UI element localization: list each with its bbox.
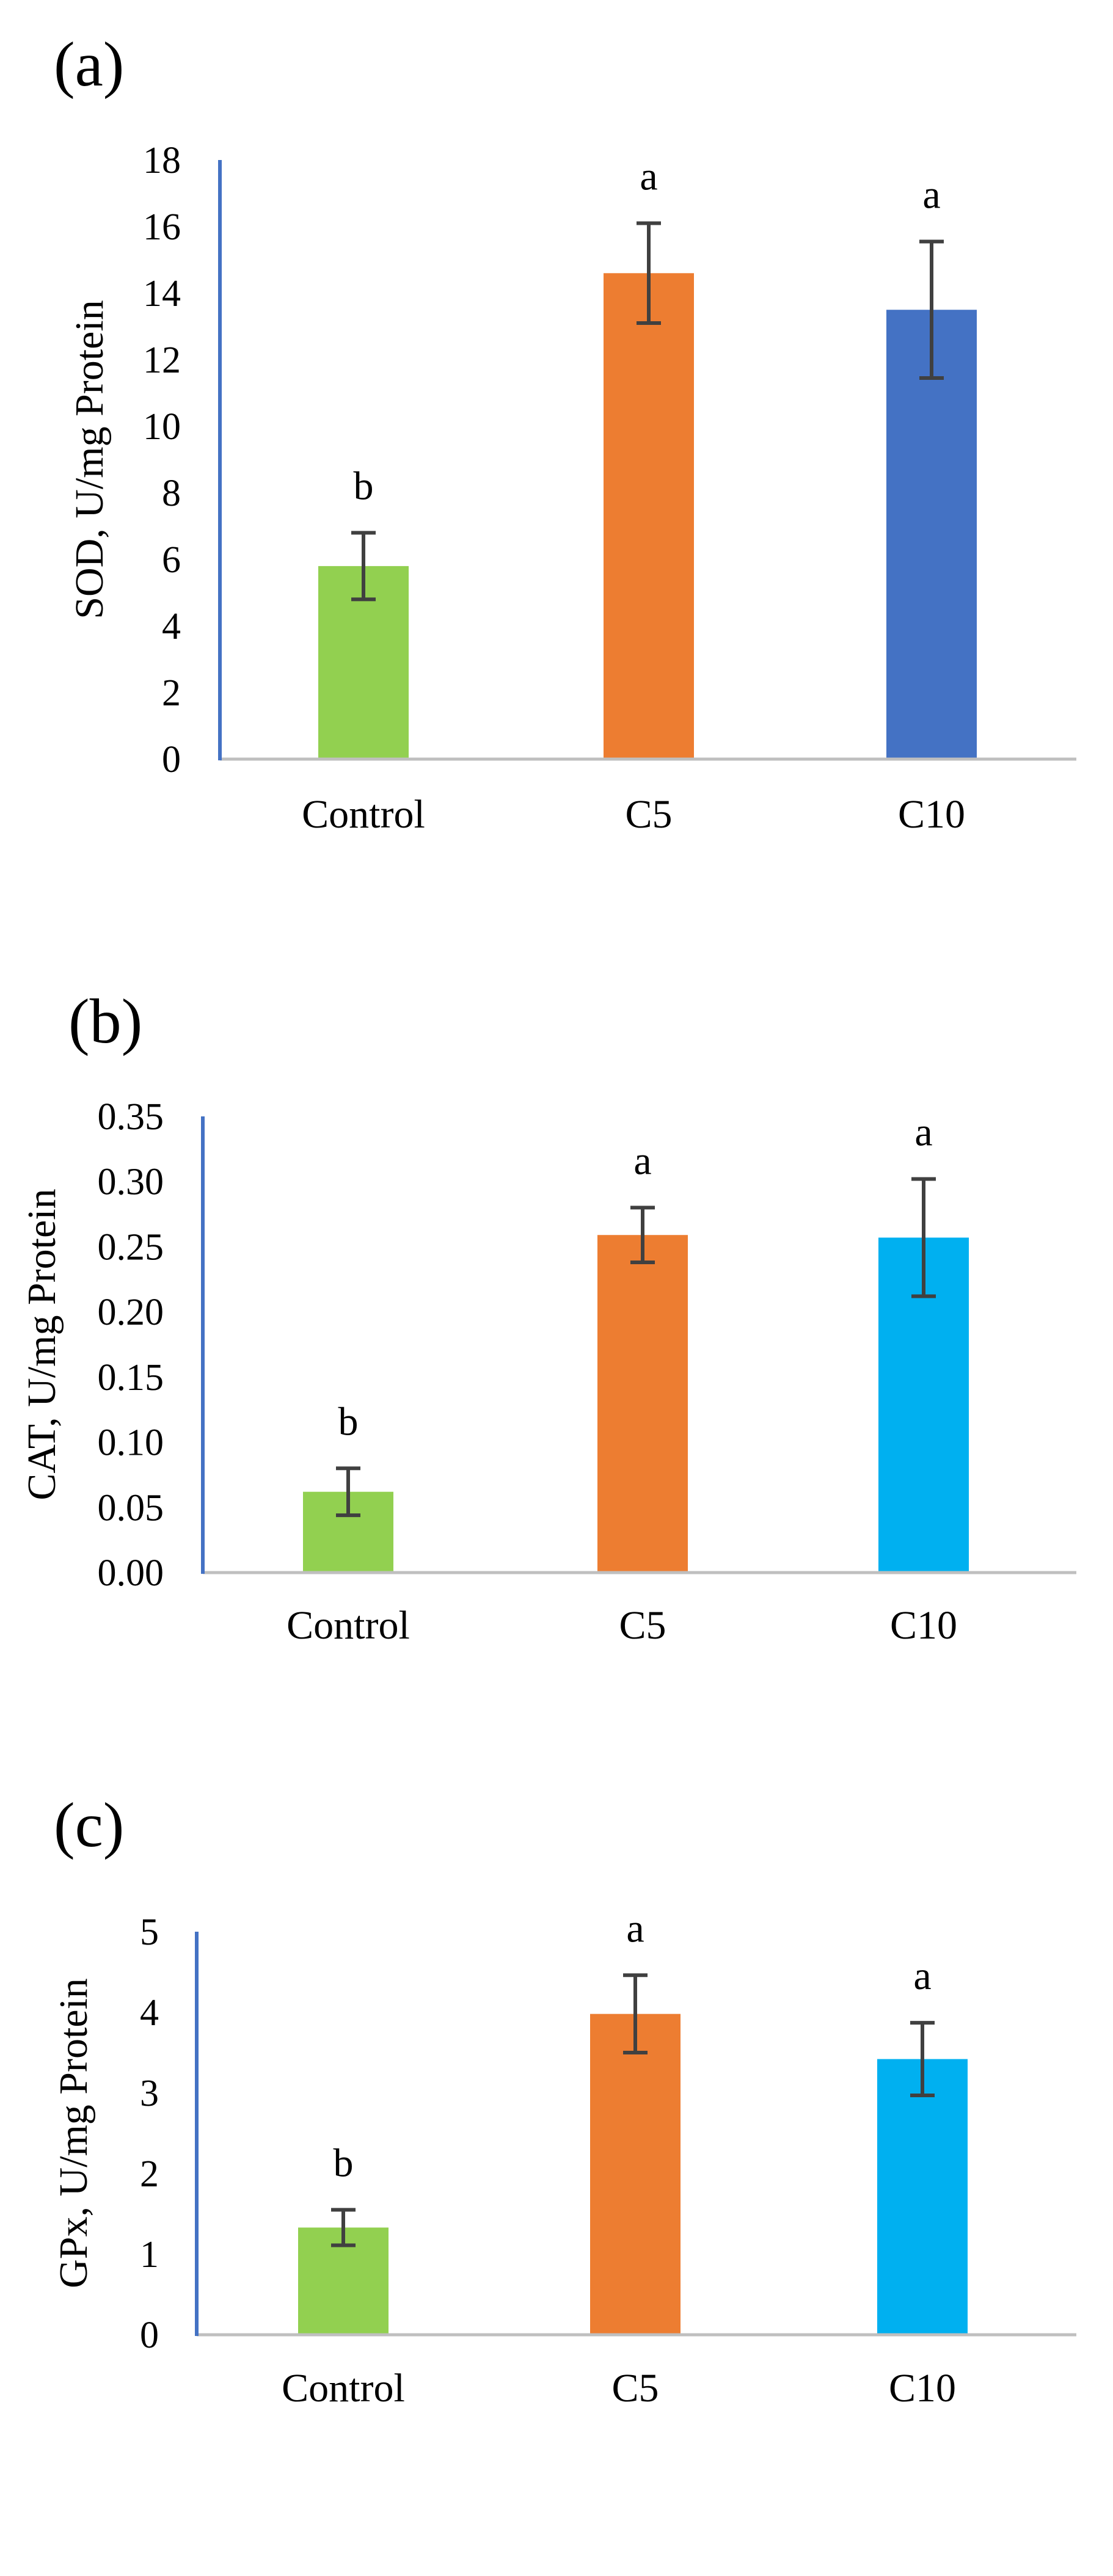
y-tick-label: 0.05 [98, 1487, 164, 1529]
x-tick-label: C10 [890, 1603, 957, 1648]
y-tick-label: 4 [162, 606, 181, 647]
y-axis-label: GPx, U/mg Protein [51, 1978, 96, 2288]
y-tick-label: 0.20 [98, 1292, 164, 1333]
significance-letter: b [354, 464, 374, 508]
bar-c5 [604, 273, 694, 759]
y-axis-label: CAT, U/mg Protein [20, 1188, 64, 1500]
significance-letter: b [334, 2141, 354, 2185]
significance-letter: a [922, 173, 940, 217]
x-tick-label: Control [286, 1603, 410, 1648]
y-tick-label: 3 [140, 2073, 159, 2114]
y-tick-label: 0 [162, 739, 181, 780]
error-bar [351, 531, 376, 602]
y-tick-label: 6 [162, 539, 181, 581]
y-tick-label: 0.30 [98, 1162, 164, 1203]
bar-c5 [590, 2014, 681, 2335]
y-tick-label: 0.15 [98, 1357, 164, 1399]
y-tick-label: 5 [140, 1912, 159, 1953]
y-tick-label: 16 [143, 206, 181, 248]
significance-letter: a [640, 155, 657, 199]
x-tick-label: Control [282, 2366, 405, 2410]
error-bar [911, 1177, 936, 1298]
y-tick-label: 8 [162, 473, 181, 514]
significance-letter: a [914, 1110, 932, 1154]
error-bar [919, 239, 944, 380]
y-tick-label: 12 [143, 340, 181, 381]
y-tick-label: 0.35 [98, 1096, 164, 1138]
chart-panel-3: (c) GPx, U/mg Protein 0 1 2 3 4 5 b Control a C5 a C1… [51, 1790, 1076, 2410]
y-tick-label: 0.25 [98, 1226, 164, 1268]
error-bar [637, 221, 661, 326]
y-tick-label: 18 [143, 140, 181, 181]
y-axis-label: SOD, U/mg Protein [67, 300, 112, 619]
significance-letter: a [633, 1138, 651, 1183]
x-tick-label: C5 [611, 2366, 659, 2410]
panel-label: (a) [54, 29, 124, 100]
chart-panel-1: (a) SOD, U/mg Protein 0 2 4 6 8 10 12 14 16 18 b Cont… [54, 29, 1076, 837]
error-bar [331, 2208, 356, 2247]
x-tick-label: C5 [625, 792, 672, 837]
bar-c10 [877, 2059, 968, 2335]
panel-label: (b) [68, 986, 142, 1057]
x-tick-label: C10 [898, 792, 965, 837]
significance-letter: b [338, 1399, 359, 1444]
x-tick-label: C10 [889, 2366, 956, 2410]
y-tick-label: 0.10 [98, 1422, 164, 1464]
y-tick-label: 10 [143, 406, 181, 448]
error-bar [630, 1206, 655, 1265]
chart-panel-2: (b) CAT, U/mg Protein 0.00 0.05 0.10 0.15 0.20… [20, 986, 1076, 1648]
significance-letter: a [913, 1954, 931, 1998]
y-tick-label: 2 [140, 2153, 159, 2195]
x-tick-label: C5 [619, 1603, 666, 1648]
y-tick-label: 2 [162, 672, 181, 714]
y-tick-label: 0.00 [98, 1552, 164, 1594]
x-tick-label: Control [302, 792, 425, 837]
error-bar [623, 1973, 648, 2054]
error-bar [336, 1466, 360, 1518]
significance-letter: a [626, 1906, 644, 1951]
bar-c5 [597, 1235, 688, 1573]
error-bar [910, 2021, 935, 2097]
y-tick-label: 1 [140, 2234, 159, 2276]
y-tick-label: 14 [143, 273, 181, 315]
y-tick-label: 0 [140, 2315, 159, 2356]
bar-c10 [886, 310, 977, 759]
y-tick-label: 4 [140, 1992, 159, 2034]
panel-label: (c) [54, 1790, 124, 1860]
